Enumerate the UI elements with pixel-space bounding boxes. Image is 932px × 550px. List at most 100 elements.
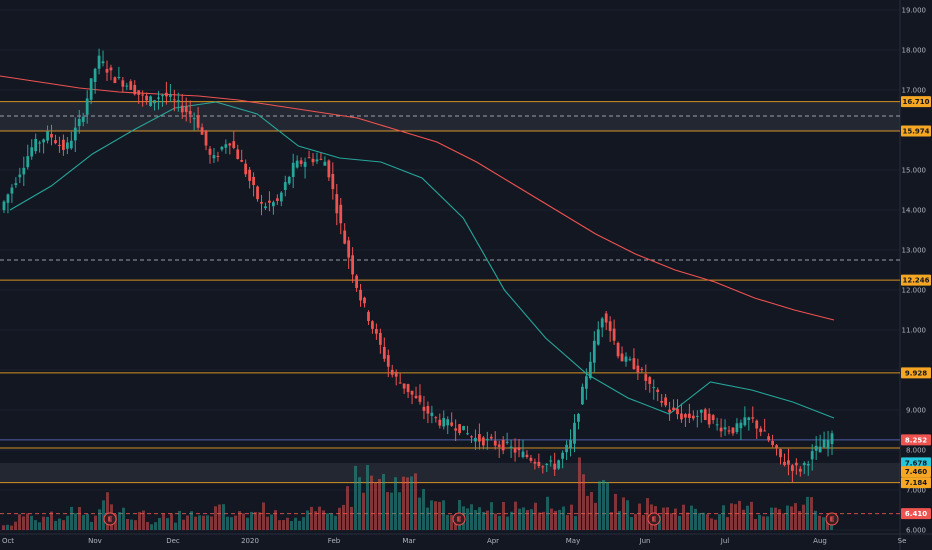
candle-body: [442, 418, 446, 427]
volume-bar: [138, 511, 141, 530]
candle-body: [371, 321, 374, 329]
candle-body: [161, 95, 164, 97]
volume-bar: [26, 513, 29, 530]
volume-bar: [498, 515, 501, 530]
candle-body: [125, 85, 129, 87]
volume-bar: [810, 497, 813, 530]
volume-bar: [86, 513, 89, 530]
candle-body: [648, 377, 652, 384]
volume-bar: [730, 503, 733, 530]
volume-bar: [158, 518, 161, 530]
candle-body: [581, 386, 584, 405]
candle-body: [513, 448, 517, 453]
candle-body: [335, 194, 339, 214]
candle-body: [89, 78, 93, 100]
volume-bar: [66, 515, 69, 530]
volume-bar: [314, 511, 317, 530]
candle-body: [640, 369, 644, 371]
volume-bar: [362, 492, 365, 530]
x-tick-label: Se: [898, 537, 907, 545]
volume-bar: [22, 516, 25, 530]
candle-body: [272, 202, 275, 207]
volume-bar: [662, 507, 665, 530]
candle-body: [553, 463, 557, 470]
candle-body: [129, 81, 133, 90]
candle-body: [612, 328, 616, 341]
volume-bar: [826, 520, 829, 530]
candle-body: [323, 161, 327, 166]
candle-body: [537, 461, 541, 467]
time-axis[interactable]: Oct Nov Dec 2020 Feb Mar Apr May Jun Jul Aug Se: [2, 537, 906, 545]
candle-body: [46, 131, 49, 141]
candle-body: [695, 415, 699, 417]
volume-bar: [822, 517, 825, 530]
volume-bar: [442, 500, 445, 530]
candle-body: [406, 384, 410, 393]
candle-body: [565, 444, 568, 453]
volume-bar: [570, 504, 573, 530]
volume-bar: [310, 506, 313, 530]
candle-body: [69, 140, 73, 149]
volume-bar: [522, 507, 525, 530]
volume-bar: [214, 506, 217, 530]
volume-bar: [194, 516, 197, 530]
volume-bar: [58, 518, 61, 530]
volume-bar: [122, 507, 125, 530]
candle-body: [378, 332, 382, 345]
volume-bar: [598, 481, 601, 530]
volume-bar: [622, 497, 625, 530]
volume-bar: [618, 511, 621, 530]
x-tick-label: Jul: [720, 537, 730, 545]
volume-bar: [514, 501, 517, 530]
volume-bar: [470, 504, 473, 530]
candle-body: [232, 141, 236, 148]
candle-body: [434, 417, 438, 419]
volume-bar: [374, 482, 377, 530]
volume-bar: [814, 510, 817, 530]
volume-bar: [422, 488, 425, 530]
candle-body: [747, 417, 751, 421]
candle-body: [771, 440, 774, 446]
volume-bar: [274, 510, 277, 530]
volume-bar: [142, 510, 145, 530]
volume-bar: [738, 500, 741, 530]
candle-body: [311, 158, 315, 163]
y-tick-label: 12.000: [902, 287, 927, 295]
candle-body: [398, 382, 402, 384]
y-tick-label: 11.000: [902, 327, 927, 335]
volume-bar: [734, 504, 737, 530]
candle-body: [418, 395, 422, 402]
volume-bar: [342, 504, 345, 530]
candle-body: [676, 408, 679, 415]
volume-bar: [62, 520, 65, 530]
candle-body: [414, 395, 418, 398]
volume-bar: [818, 515, 821, 530]
candle-body: [723, 427, 727, 430]
candle-body: [85, 98, 89, 115]
volume-bar: [758, 514, 761, 530]
volume-bar: [782, 513, 785, 530]
ma-short-line: [9, 101, 835, 419]
candle-body: [165, 92, 168, 97]
volume-bar: [402, 476, 405, 530]
volume-bar: [202, 515, 205, 530]
candle-body: [375, 329, 378, 334]
price-axis[interactable]: 6.0007.0008.0009.00010.00011.00012.00013…: [902, 7, 927, 535]
candle-body: [327, 160, 331, 178]
price-label: 6.410: [905, 510, 927, 518]
price-label: 15.974: [902, 128, 929, 136]
candle-body: [81, 116, 85, 123]
candle-body: [26, 156, 30, 168]
volume-bar: [134, 520, 137, 530]
candles: [2, 48, 834, 482]
candle-body: [584, 376, 588, 389]
candle-body: [588, 361, 592, 379]
earnings-marker: [103, 512, 117, 526]
volume-bar: [746, 505, 749, 530]
candle-body: [188, 110, 192, 115]
candle-body: [22, 167, 26, 175]
candle-body: [268, 200, 271, 203]
volume-bar: [750, 501, 753, 530]
